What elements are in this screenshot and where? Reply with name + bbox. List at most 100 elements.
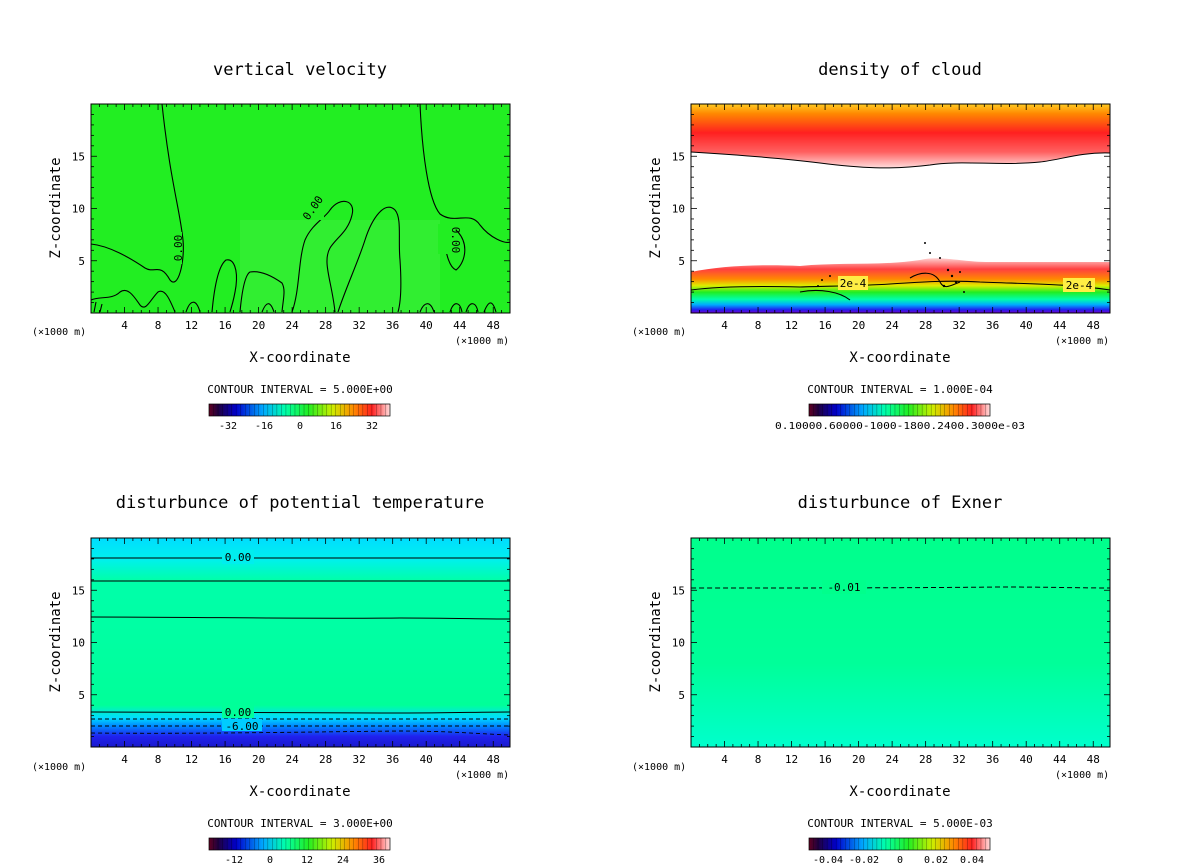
panel4-ytick-label: 5 bbox=[678, 689, 685, 702]
panel3-field bbox=[91, 538, 510, 747]
panel3-cb-label-1: 0 bbox=[267, 855, 273, 866]
panel1-title: vertical velocity bbox=[213, 60, 387, 80]
panel4-xtick-label: 36 bbox=[986, 753, 999, 766]
panel4-contour-interval: CONTOUR INTERVAL = 5.000E-03 bbox=[807, 817, 992, 830]
panel-exner: disturbunce of Exner -0.01 4 8 12 16 20 24 28 3… bbox=[632, 493, 1111, 866]
panel3-xtick-label: 32 bbox=[353, 753, 366, 766]
panel1-contour-label-3: 0.00 bbox=[449, 227, 462, 254]
panel4-xtick-label: 8 bbox=[755, 753, 762, 766]
panel4-xtick-label: 32 bbox=[953, 753, 966, 766]
panel2-upper-cloud-edge bbox=[690, 151, 1111, 169]
panel1-xtick-label: 48 bbox=[487, 319, 500, 332]
panel3-contour-label-2: 0.00 bbox=[225, 706, 252, 719]
panel4-field bbox=[691, 538, 1110, 747]
panel2-unit-left: (×1000 m) bbox=[632, 327, 686, 338]
panel1-xtick-label: 40 bbox=[420, 319, 433, 332]
panel3-xtick-label: 44 bbox=[453, 753, 467, 766]
panel3-colorbar-ticks bbox=[213, 838, 386, 850]
panel4-cb-label-0: -0.04 bbox=[813, 855, 843, 866]
panel-vertical-velocity: vertical velocity 0.00 0.00 0.00 4 8 12 16 2… bbox=[32, 60, 511, 432]
panel3-label-bg3 bbox=[222, 719, 262, 731]
panel1-cb-label-2: 0 bbox=[297, 421, 303, 432]
panel2-xtick-label: 4 bbox=[721, 319, 728, 332]
panel4-contour-label-1: -0.01 bbox=[827, 581, 860, 594]
panel2-xtick-label: 12 bbox=[785, 319, 798, 332]
panel3-unit-right: (×1000 m) bbox=[455, 770, 509, 781]
panel3-xtick-label: 40 bbox=[420, 753, 433, 766]
panel4-colorbar-ticks bbox=[813, 838, 986, 850]
panel2-ytick-label: 15 bbox=[672, 150, 685, 163]
panel3-cb-label-4: 36 bbox=[373, 855, 385, 866]
panel4-ytick-label: 10 bbox=[672, 637, 685, 650]
panel3-xtick-label: 12 bbox=[185, 753, 198, 766]
panel1-xtick-label: 8 bbox=[155, 319, 162, 332]
panel4-dashed-contour bbox=[690, 586, 1111, 589]
panel3-contours bbox=[90, 557, 511, 714]
panel1-ytick-label: 15 bbox=[72, 150, 85, 163]
panel2-xtick-label: 28 bbox=[919, 319, 932, 332]
panel1-unit-left: (×1000 m) bbox=[32, 327, 86, 338]
panel4-label-bg1 bbox=[822, 580, 866, 594]
panel4-cb-label-1: -0.02 bbox=[849, 855, 879, 866]
panel1-xtick-label: 12 bbox=[185, 319, 198, 332]
panel1-label-bg1 bbox=[162, 232, 182, 264]
panel4-xtick-label: 28 bbox=[919, 753, 932, 766]
panel4-title: disturbunce of Exner bbox=[798, 493, 1003, 513]
panel4-xtick-label: 40 bbox=[1020, 753, 1033, 766]
panel2-xtick-label: 20 bbox=[852, 319, 865, 332]
panel4-ylabel: Z-coordinate bbox=[648, 591, 664, 692]
panel1-cb-label-1: -16 bbox=[255, 421, 273, 432]
panel1-contour-interval: CONTOUR INTERVAL = 5.000E+00 bbox=[207, 383, 392, 396]
panel2-contour-label-2: 2e-4 bbox=[1066, 279, 1093, 292]
panel3-ytick-label: 10 bbox=[72, 637, 85, 650]
panel1-xtick-label: 24 bbox=[285, 319, 299, 332]
panel1-xtick-label: 32 bbox=[353, 319, 366, 332]
panel2-ytick-label: 10 bbox=[672, 203, 685, 216]
panel3-cb-label-2: 12 bbox=[301, 855, 313, 866]
panel1-label-bg3 bbox=[438, 224, 456, 254]
panel3-cb-label-0: -12 bbox=[225, 855, 243, 866]
panel1-ylabel: Z-coordinate bbox=[48, 157, 64, 258]
panel3-xtick-label: 4 bbox=[121, 753, 128, 766]
panel2-ytick-label: 5 bbox=[678, 255, 685, 268]
panel3-unit-left: (×1000 m) bbox=[32, 762, 86, 773]
panel2-colorbar-ticks bbox=[813, 404, 986, 416]
panel2-label-bg1 bbox=[838, 276, 868, 290]
panel1-cb-label-0: -32 bbox=[219, 421, 237, 432]
panel1-xtick-label: 44 bbox=[453, 319, 467, 332]
panel3-contour-label-3: -6.00 bbox=[225, 720, 258, 733]
panel1-unit-right: (×1000 m) bbox=[455, 336, 509, 347]
panel4-xtick-label: 44 bbox=[1053, 753, 1067, 766]
panel2-xtick-label: 48 bbox=[1087, 319, 1100, 332]
panel1-label-bg2 bbox=[300, 198, 324, 220]
panel2-contour-interval: CONTOUR INTERVAL = 1.000E-04 bbox=[807, 383, 993, 396]
panel2-xtick-label: 8 bbox=[755, 319, 762, 332]
panel3-xtick-label: 28 bbox=[319, 753, 332, 766]
panel1-xtick-label: 20 bbox=[252, 319, 265, 332]
panel1-xlabel: X-coordinate bbox=[249, 350, 350, 366]
panel1-xtick-label: 36 bbox=[386, 319, 399, 332]
panel4-cb-label-3: 0.02 bbox=[924, 855, 948, 866]
panel2-speckles bbox=[817, 242, 965, 293]
panel3-ytick-label: 5 bbox=[78, 689, 85, 702]
panel3-label-bg2 bbox=[222, 705, 254, 718]
panel4-xtick-label: 12 bbox=[785, 753, 798, 766]
panel3-title: disturbunce of potential temperature bbox=[116, 493, 484, 513]
panel3-ytick-label: 15 bbox=[72, 584, 85, 597]
panel4-xlabel: X-coordinate bbox=[849, 784, 950, 800]
panel2-title: density of cloud bbox=[818, 60, 982, 80]
panel3-xtick-label: 48 bbox=[487, 753, 500, 766]
panel3-xtick-label: 20 bbox=[252, 753, 265, 766]
panel1-colorbar-ticks bbox=[213, 404, 386, 416]
panel2-unit-right: (×1000 m) bbox=[1055, 336, 1109, 347]
panel4-unit-left: (×1000 m) bbox=[632, 762, 686, 773]
panel1-ytick-label: 5 bbox=[78, 255, 85, 268]
panel4-xtick-label: 20 bbox=[852, 753, 865, 766]
panel2-upper-cloud bbox=[691, 104, 1110, 168]
panel3-xtick-label: 24 bbox=[285, 753, 299, 766]
